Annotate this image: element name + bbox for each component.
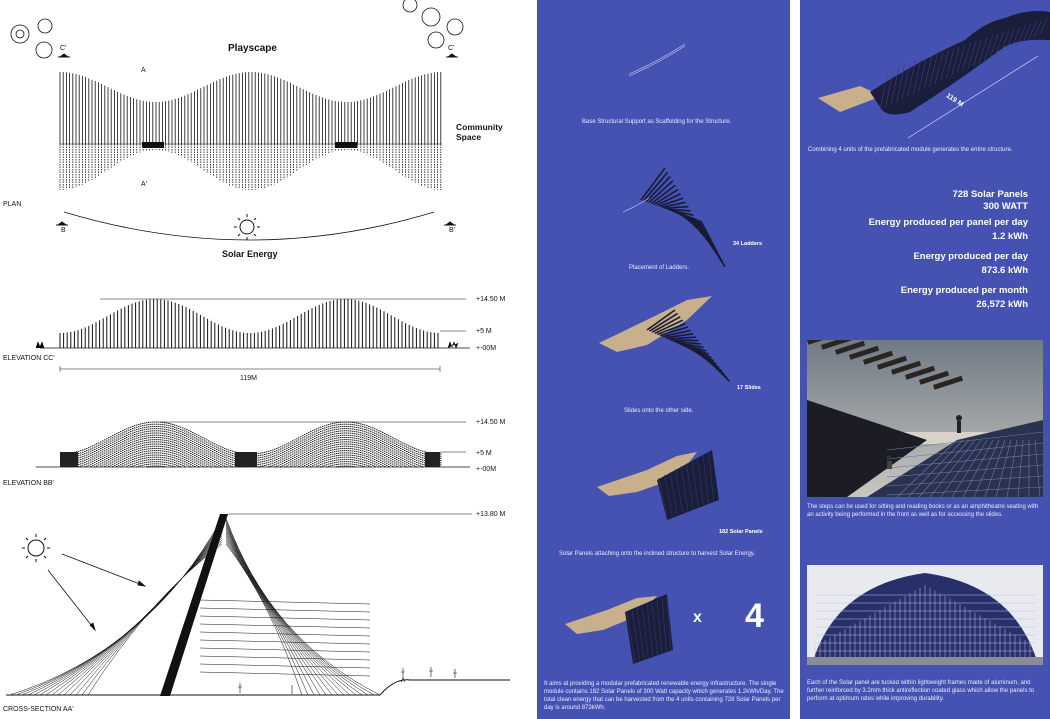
elevation-bb-drawing (36, 421, 470, 468)
elevation-bb-level-top: +14.50 M (476, 419, 506, 426)
step2-count: 34 Ladders (733, 241, 763, 247)
section-mark-a-bottom: A' (141, 181, 148, 188)
community-label: Community Space (456, 122, 503, 142)
section-mark-c-left: C' (60, 45, 67, 52)
sun-ray-arrows (47, 553, 147, 632)
energy-panel: 119 M Combining 4 units of the prefabric… (800, 0, 1050, 719)
section-mark-a-top: A (141, 67, 146, 74)
full-structure-render (818, 10, 1050, 139)
shrub-icon (35, 341, 459, 349)
elevation-cc-dimension: 119M (240, 375, 257, 382)
elevation-cc-level-top: +14.50 M (476, 296, 506, 303)
render-caption: The steps can be used for sitting and re… (807, 504, 1039, 518)
combine-caption: Combining 4 units of the prefabricated m… (808, 147, 1013, 153)
tree-icon (10, 0, 464, 59)
section-mark-b-left: B (61, 227, 66, 234)
cross-section-drawing (6, 513, 510, 696)
stat-watt: 300 WATT (983, 201, 1028, 212)
plan-title: Playscape (228, 43, 277, 54)
stat-per-day-label: Energy produced per day (913, 251, 1028, 262)
elevation-cc-level-ground: +-00M (476, 345, 497, 352)
drawings-column: Playscape C' C' A A' B B' Community Spac… (3, 0, 510, 713)
sun-path-arc (63, 211, 435, 241)
elevation-bb-label: ELEVATION BB' (3, 480, 54, 487)
plan-drawing (10, 0, 464, 241)
cross-section-label: CROSS-SECTION AA' (3, 706, 74, 713)
section-mark-c-right: C' (448, 45, 455, 52)
elevation-cc-drawing (35, 298, 470, 372)
stat-per-panel-value: 1.2 kWh (992, 231, 1028, 242)
multiplier-x: x (693, 609, 702, 626)
people-figures (238, 667, 457, 694)
plan-label: PLAN (3, 201, 22, 208)
elevation-bb-level-ground: +-00M (476, 466, 497, 473)
step4-caption: Solar Panels attaching onto the inclined… (559, 551, 755, 557)
elevation-cc-label: ELEVATION CC' (3, 355, 55, 362)
step1-scaffold-render (565, 43, 731, 664)
stat-per-month-label: Energy produced per month (900, 285, 1028, 296)
section-mark-b-right: B' (449, 227, 456, 234)
elevation-cc-level-mid: +5 M (476, 328, 492, 335)
assembly-steps-panel: Base Structural Support as Scaffolding f… (537, 0, 790, 719)
community-label-line1: Community (456, 122, 503, 132)
stat-per-day-value: 873.6 kWh (981, 265, 1028, 276)
step4-count: 182 Solar Panels (719, 529, 763, 535)
community-label-line2: Space (456, 132, 482, 142)
step2-caption: Placement of Ladders. (629, 265, 690, 271)
solar-panel-render (807, 565, 1043, 665)
stat-panels: 728 Solar Panels (952, 189, 1028, 200)
stat-per-month-value: 26,572 kWh (976, 299, 1028, 310)
cross-section-level: +13.80 M (476, 511, 506, 518)
sun-icon (22, 534, 50, 562)
multiplier-number: 4 (745, 597, 764, 635)
elevation-bb-level-mid: +5 M (476, 450, 492, 457)
module-paragraph: It aims at providing a modular prefabric… (544, 681, 784, 711)
solar-energy-caption: Solar Energy (222, 249, 278, 259)
amphitheatre-render (807, 340, 1043, 497)
sun-icon (234, 214, 260, 240)
step1-caption: Base Structural Support as Scaffolding f… (582, 119, 732, 125)
panel-caption: Each of the Solar panel are tucked withi… (807, 680, 1035, 702)
step3-caption: Slides onto the other side. (624, 408, 694, 414)
stat-per-panel-label: Energy produced per panel per day (868, 217, 1028, 228)
step3-count: 17 Slides (737, 385, 761, 391)
